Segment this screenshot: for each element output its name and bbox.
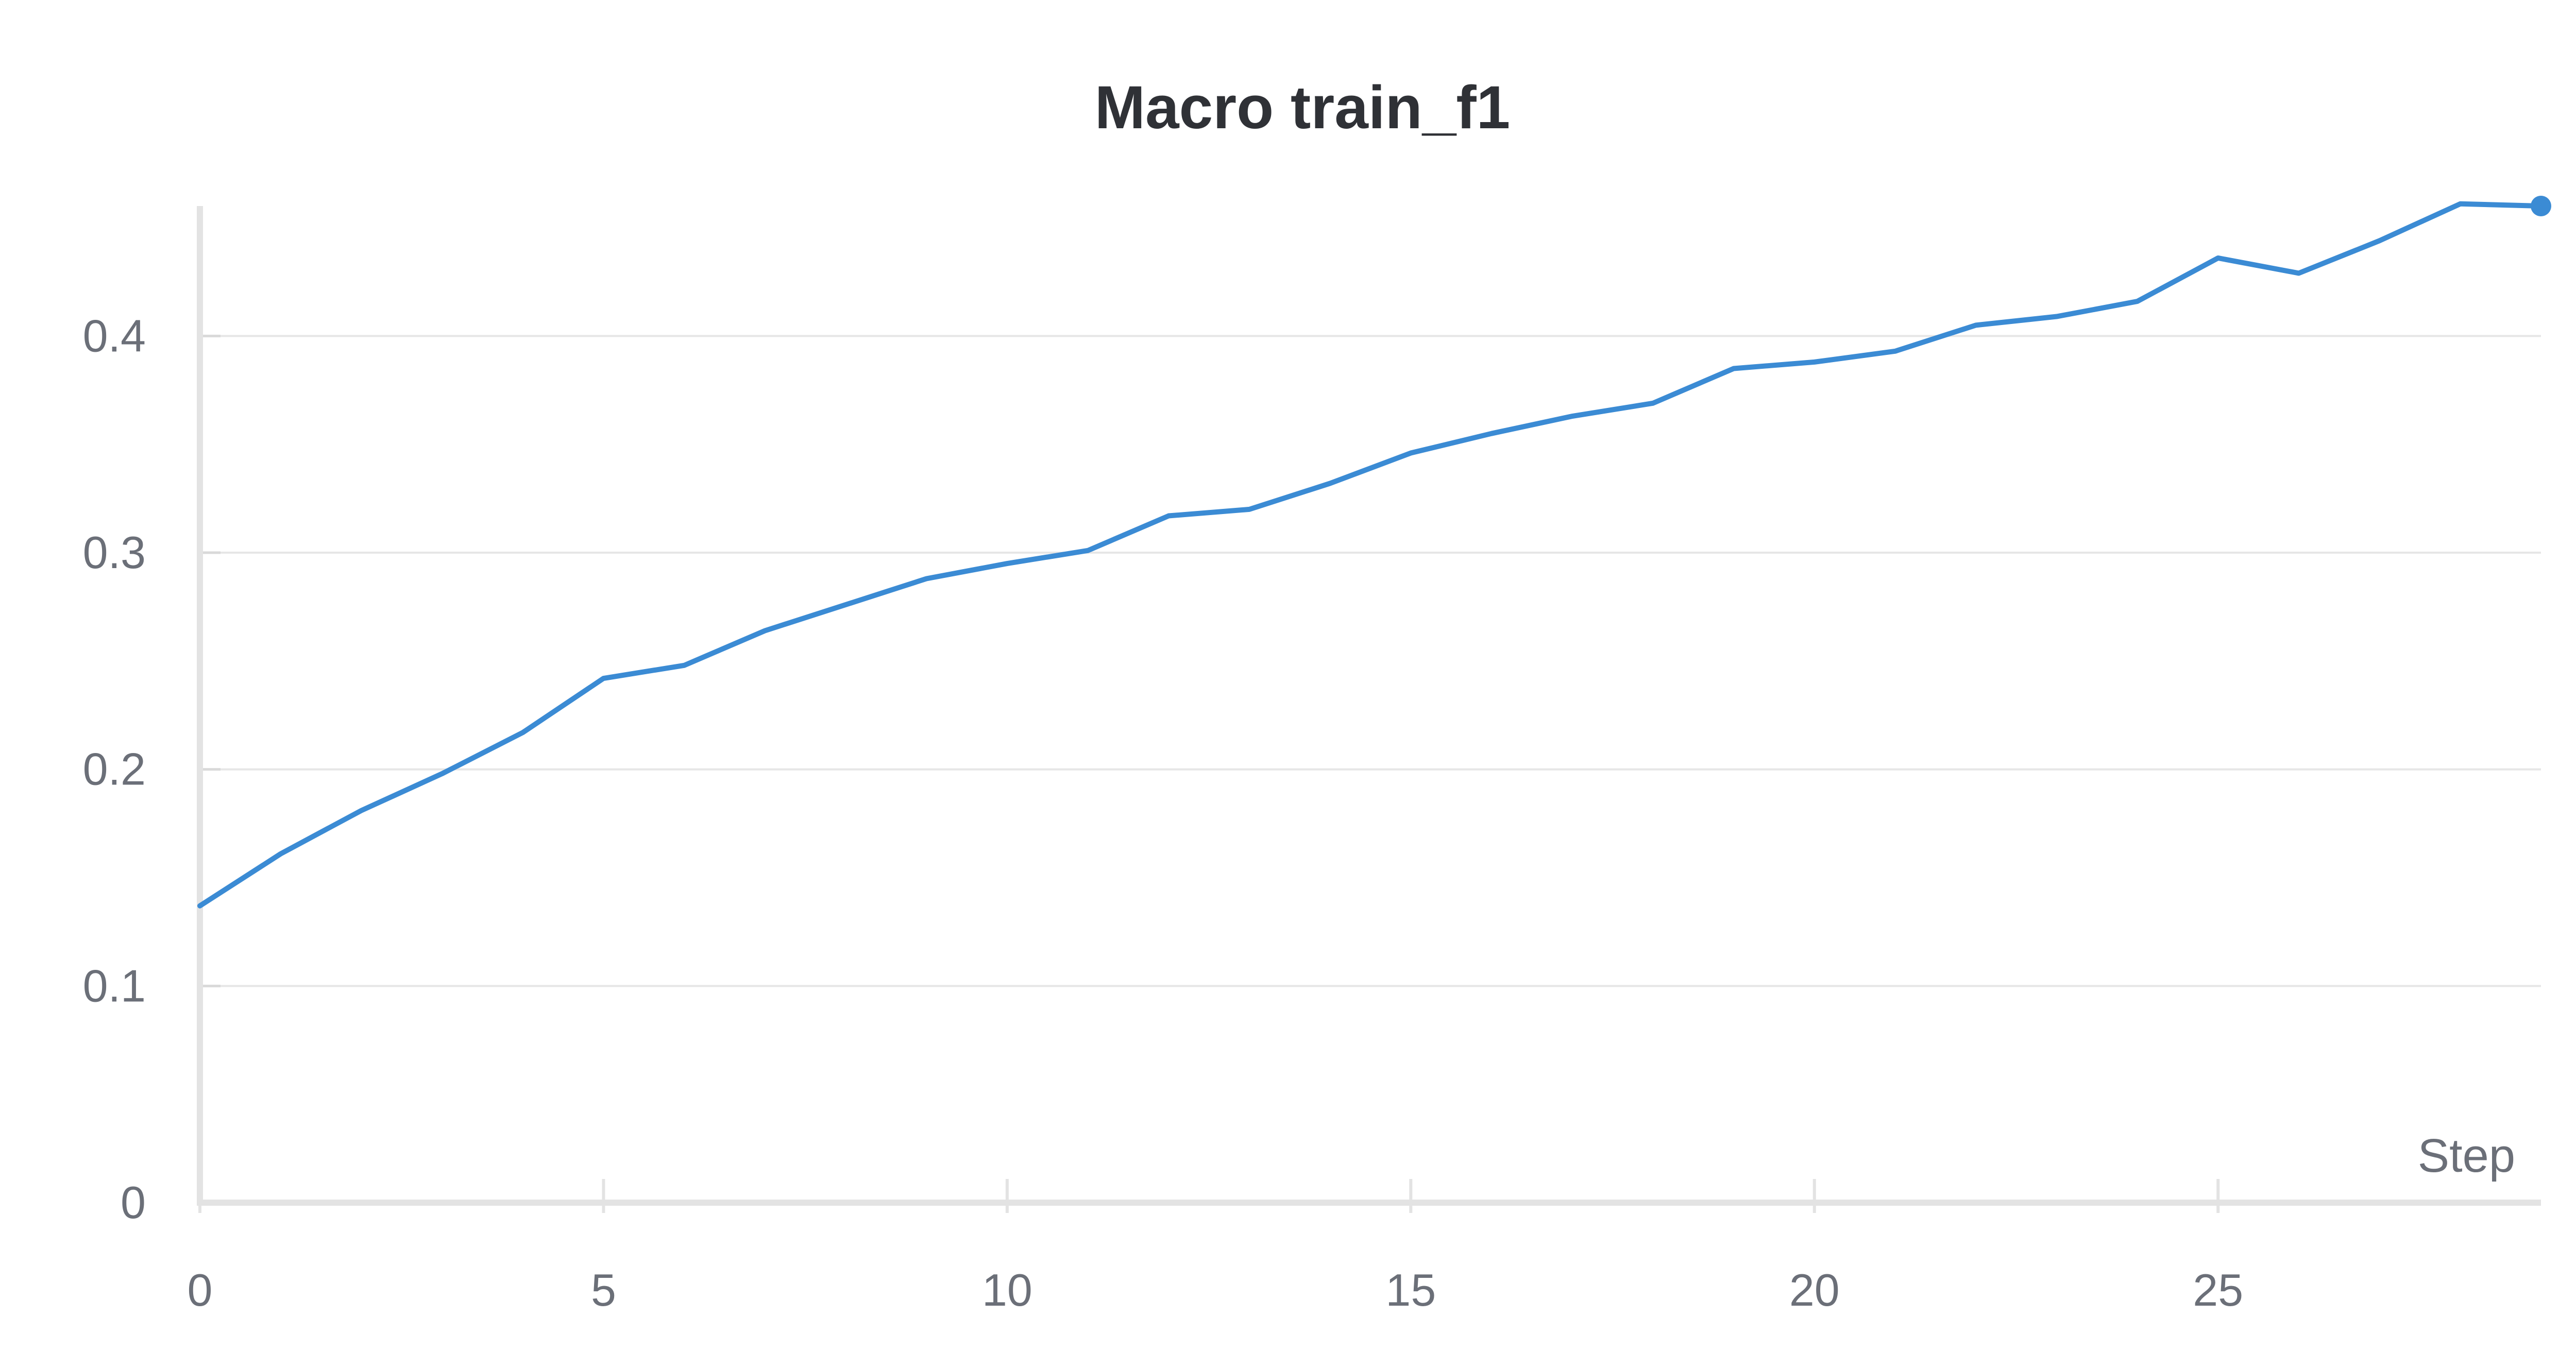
x-tick-label: 15 <box>1385 1264 1436 1315</box>
y-tick-label: 0 <box>121 1177 146 1228</box>
y-tick-label: 0.1 <box>83 960 146 1011</box>
last-data-point <box>2531 196 2551 216</box>
gridlines <box>200 334 2541 987</box>
x-axis-label: Step <box>2418 1130 2515 1182</box>
x-tick-label: 5 <box>591 1264 616 1315</box>
axes <box>197 206 2541 1206</box>
y-tick-label: 0.2 <box>83 744 146 795</box>
y-tick-labels: 0 0.1 0.2 0.3 0.4 <box>83 310 146 1228</box>
series <box>197 196 2551 909</box>
chart-title: Macro train_f1 <box>1094 74 1511 142</box>
x-tick-label: 25 <box>2193 1264 2243 1315</box>
x-tick-label: 10 <box>982 1264 1032 1315</box>
x-tick-label: 0 <box>188 1264 213 1315</box>
x-tick-label: 20 <box>1789 1264 1840 1315</box>
series-line <box>197 201 2544 909</box>
x-tick-labels: 0 5 10 15 20 25 <box>188 1179 2243 1315</box>
y-tick-label: 0.3 <box>83 527 146 578</box>
y-tick-label: 0.4 <box>83 310 146 361</box>
